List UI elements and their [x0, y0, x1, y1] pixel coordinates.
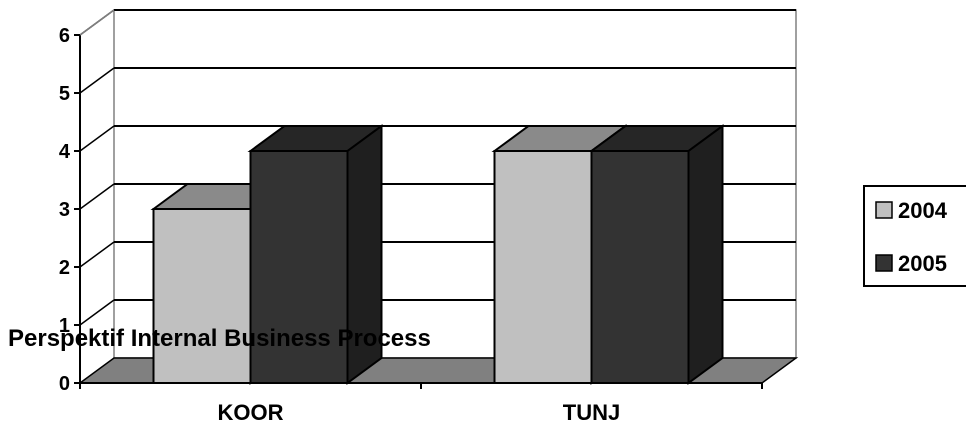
y-tick-label: 0 [59, 373, 70, 395]
bar-side [687, 124, 724, 385]
gridline-side [79, 67, 115, 94]
bar-front [152, 208, 252, 384]
gridline-side [79, 241, 115, 268]
gridline-side [79, 125, 115, 152]
bar-front [493, 150, 593, 384]
legend-swatch-2005 [875, 254, 893, 272]
bar-koor-2005 [247, 124, 385, 385]
legend-label-2005: 2005 [898, 251, 947, 276]
bar-front [590, 150, 690, 384]
gridline-side [79, 183, 115, 210]
legend: 2004 2005 [863, 185, 966, 287]
y-tick-label: 5 [59, 83, 70, 105]
side-wall-top-edge [79, 9, 115, 36]
x-axis-labels: KOOR TUNJ [218, 400, 621, 425]
y-tick-label: 4 [59, 141, 71, 163]
x-label-koor: KOOR [218, 400, 284, 425]
y-tick-label: 2 [59, 257, 70, 279]
y-axis-ticks: 0 1 2 3 4 5 6 [59, 25, 763, 395]
bar-tunj-2005 [588, 124, 726, 385]
legend-swatch-2004 [875, 201, 893, 219]
y-tick-label: 1 [59, 315, 70, 337]
x-label-tunj: TUNJ [563, 400, 620, 425]
gridline-side [79, 299, 115, 326]
y-tick-label: 3 [59, 199, 70, 221]
chart-annotation: Perspektif Internal Business Process [8, 325, 431, 352]
bar-front [249, 150, 349, 384]
bar-side [346, 124, 383, 385]
bars [150, 124, 726, 385]
legend-label-2004: 2004 [898, 198, 948, 223]
y-tick-label: 6 [59, 25, 70, 47]
